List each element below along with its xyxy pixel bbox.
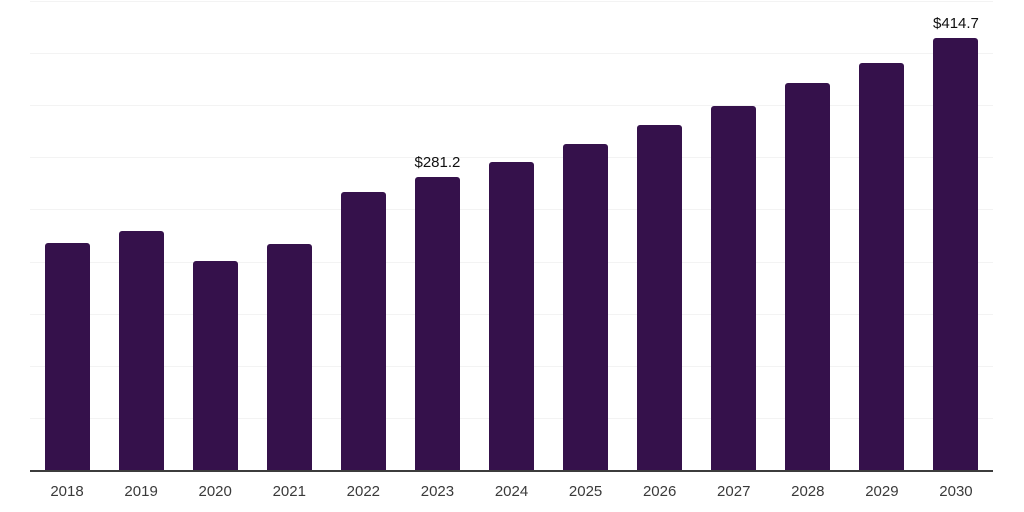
bar-band: [178, 1, 252, 470]
bar-2019: [118, 231, 164, 470]
bar-band: [771, 1, 845, 470]
x-axis-label-2029: 2029: [865, 483, 899, 500]
bar-2028: [785, 83, 831, 470]
x-axis-line: [30, 470, 993, 472]
gridline: [30, 1, 993, 2]
x-axis-label-2021: 2021: [272, 483, 306, 500]
bar-2022: [340, 191, 386, 470]
bar-value-label: $281.2: [414, 153, 461, 171]
plot-area: $281.2 $414.7: [30, 1, 993, 470]
bar-band: [623, 1, 697, 470]
bar-band: [252, 1, 326, 470]
bar-2021: [266, 243, 312, 470]
bar-2030: $414.7: [933, 15, 979, 470]
bar-band: $414.7: [919, 1, 993, 470]
bar-2018: [44, 242, 90, 470]
gridline: [30, 157, 993, 159]
bar-band: $281.2: [400, 1, 474, 470]
gridline: [30, 53, 993, 55]
x-axis-label-2027: 2027: [717, 483, 751, 500]
x-axis-label-2018: 2018: [50, 483, 84, 500]
bar-2023: $281.2: [414, 154, 460, 470]
bar-band: [30, 1, 104, 470]
bar-band: [104, 1, 178, 470]
x-axis-label-2020: 2020: [198, 483, 232, 500]
x-axis-label-2025: 2025: [568, 483, 603, 500]
bar-band: [697, 1, 771, 470]
bar-band: [845, 1, 919, 470]
x-axis-label-2024: 2024: [494, 483, 529, 500]
bar-2024: [489, 161, 534, 470]
x-axis-label-2022: 2022: [346, 483, 381, 500]
bar-2025: [563, 143, 609, 470]
x-axis-label-2019: 2019: [124, 483, 158, 500]
bar-band: [549, 1, 623, 470]
bars-layer: $281.2 $414.7: [30, 1, 993, 470]
x-axis-label-2023: 2023: [420, 483, 455, 500]
x-axis-labels: 2018 2019 2020 2021 2022 2023 2024 2025 2026 2027…: [30, 483, 993, 500]
bar-2026: [637, 125, 683, 470]
bar-2029: [859, 62, 905, 470]
x-axis-label-2030: 2030: [939, 483, 973, 500]
x-axis-label-2028: 2028: [791, 483, 825, 500]
bar-band: [326, 1, 400, 470]
x-axis-label-2026: 2026: [642, 483, 677, 500]
bar-value-label: $414.7: [933, 14, 979, 32]
gridline: [30, 105, 993, 107]
bar-band: [474, 1, 548, 470]
bar-2027: [711, 106, 757, 470]
bar-2020: [192, 260, 238, 470]
